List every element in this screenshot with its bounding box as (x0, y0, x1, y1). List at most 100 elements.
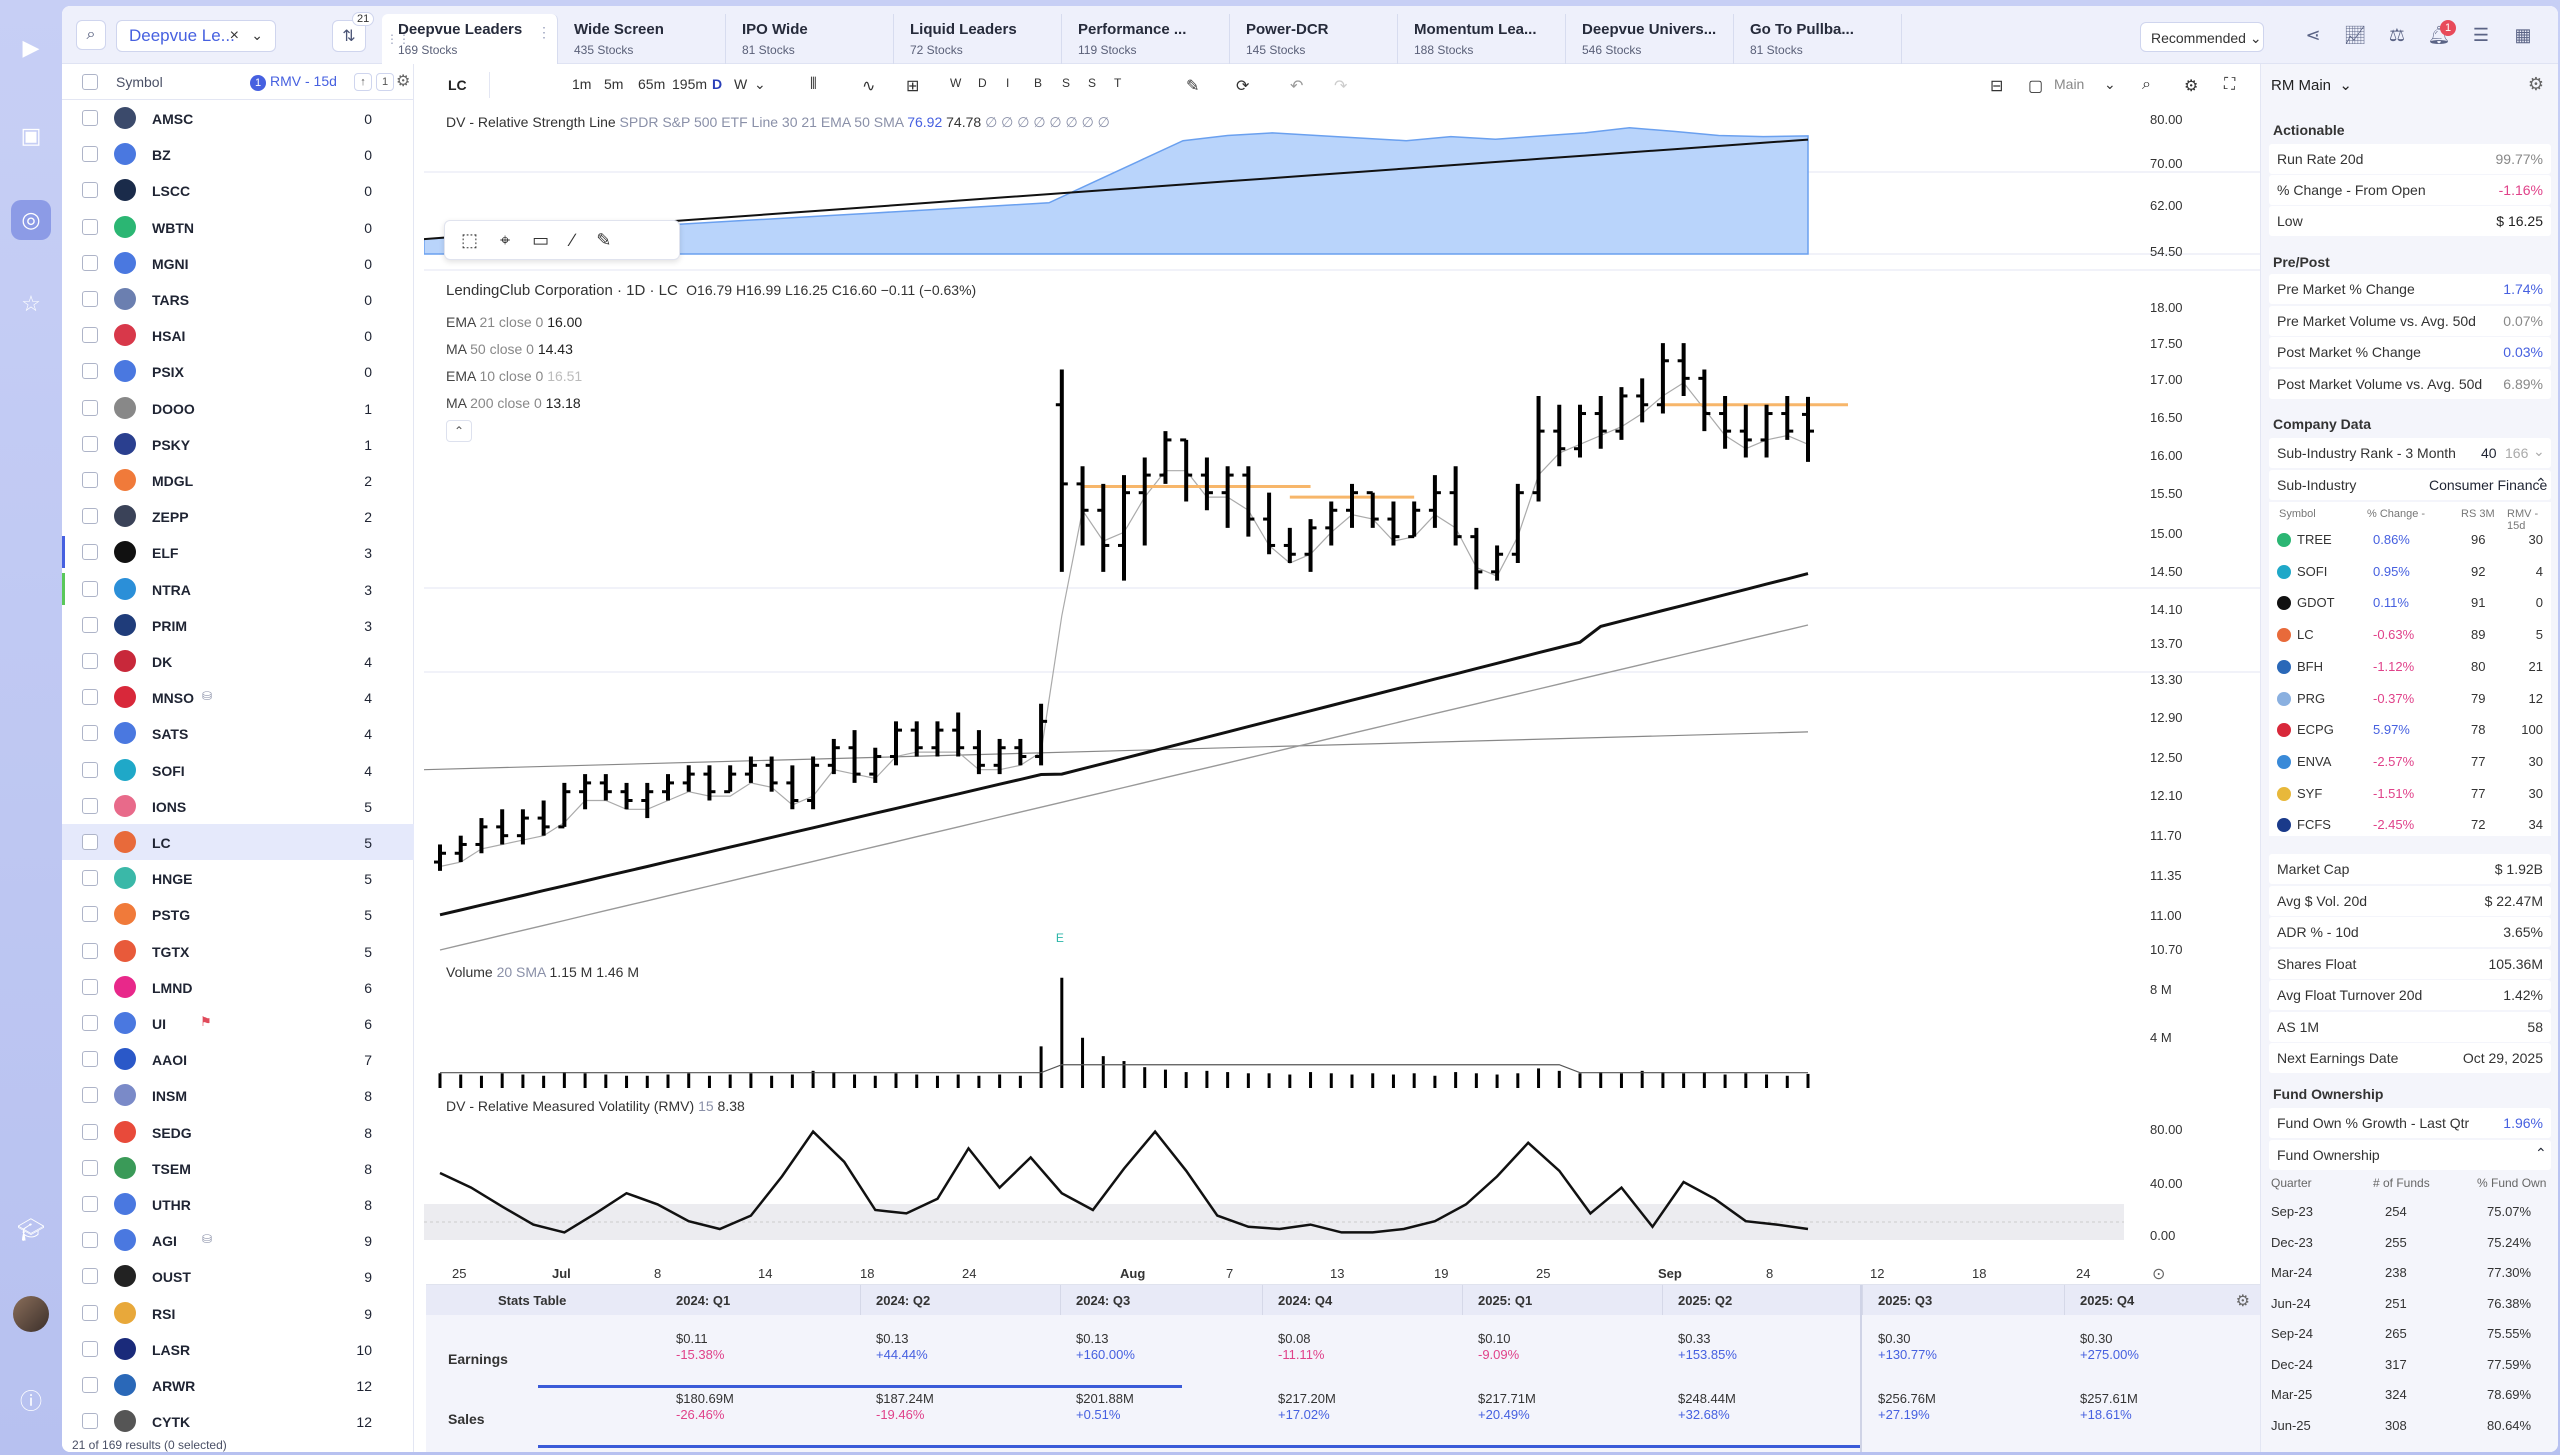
indicators-icon[interactable]: ∿ (862, 78, 876, 95)
row-checkbox[interactable] (82, 834, 98, 850)
row-checkbox[interactable] (82, 1268, 98, 1285)
row-checkbox[interactable] (82, 1051, 98, 1068)
templates-icon[interactable]: ⊞ (906, 78, 920, 95)
watchlist-row[interactable]: TSEM 8 (62, 1150, 414, 1186)
watchlist-row[interactable]: LC 5 (62, 824, 414, 860)
rectangle-tool-icon[interactable]: ⬚ (461, 229, 479, 250)
zoom-icon[interactable]: ⌕ (2142, 76, 2151, 93)
watchlist-row[interactable]: UTHR 8 (62, 1186, 414, 1222)
line-tool-icon[interactable]: ∕ (571, 229, 575, 250)
comment-tool-icon[interactable]: ▭ (532, 229, 550, 250)
scanner-icon[interactable]: ⚖ (2388, 24, 2406, 45)
row-checkbox[interactable] (82, 254, 98, 271)
sort-direction-button[interactable]: ↑ (354, 73, 372, 91)
row-checkbox[interactable] (82, 616, 98, 633)
row-checkbox[interactable] (82, 435, 98, 452)
reset-zoom-icon[interactable]: ⊙ (2152, 1266, 2166, 1283)
interval-button[interactable]: D (712, 76, 723, 92)
ma-legend-item[interactable]: MA 200 close 0 13.18 (446, 395, 581, 411)
share-icon[interactable]: ⋖ (2305, 24, 2321, 45)
flag-icon[interactable]: ⚑ (200, 1014, 212, 1029)
watchlist-row[interactable]: AMSC 0 (62, 100, 414, 136)
layout-name[interactable]: Main (2054, 76, 2085, 92)
chevron-down-icon[interactable]: ⌄ (2533, 443, 2545, 459)
row-checkbox[interactable] (82, 906, 98, 923)
collapse-legend-button[interactable]: ⌃ (446, 420, 472, 442)
watchlist-row[interactable]: MNSO ⛁ 4 (62, 679, 414, 715)
watchlist-row[interactable]: TGTX 5 (62, 933, 414, 969)
row-checkbox[interactable] (82, 182, 98, 199)
grid-icon[interactable]: ▦ (2514, 24, 2532, 45)
watchlist-tab[interactable]: Power-DCR 145 Stocks (1230, 14, 1398, 64)
row-checkbox[interactable] (82, 327, 98, 344)
row-checkbox[interactable] (82, 1087, 98, 1104)
row-checkbox[interactable] (82, 942, 98, 959)
watchlist-row[interactable]: RSI 9 (62, 1295, 414, 1331)
row-checkbox[interactable] (82, 653, 98, 669)
watchlist-row[interactable]: LASR 10 (62, 1331, 414, 1367)
watchlist-tab[interactable]: IPO Wide 81 Stocks (726, 14, 894, 64)
sub-symbol[interactable]: LC (2297, 627, 2314, 643)
ma-legend-item[interactable]: EMA 21 close 0 16.00 (446, 314, 582, 330)
ma-legend-item[interactable]: EMA 10 close 0 16.51 (446, 368, 582, 384)
row-checkbox[interactable] (82, 399, 98, 416)
row-checkbox[interactable] (82, 725, 98, 742)
row-checkbox[interactable] (82, 1159, 98, 1176)
watchlist-row[interactable]: ELF 3 (62, 534, 414, 570)
row-checkbox[interactable] (82, 291, 98, 307)
select-all-checkbox[interactable] (82, 74, 98, 90)
row-checkbox[interactable] (82, 761, 98, 778)
layout-chevron-icon[interactable]: ⌄ (2104, 76, 2116, 92)
watchlist-row[interactable]: OUST 9 (62, 1258, 414, 1294)
row-checkbox[interactable] (82, 1340, 98, 1357)
gear-icon[interactable]: ⚙ (2527, 74, 2544, 94)
panel-layout-select[interactable]: RM Main ⌄ (2271, 77, 2352, 94)
period-button[interactable]: I (1006, 76, 1010, 90)
period-button[interactable]: D (978, 76, 987, 90)
period-button[interactable]: W (950, 76, 962, 90)
star-icon[interactable]: ☆ (21, 291, 41, 316)
watchlist-row[interactable]: SATS 4 (62, 715, 414, 751)
sub-symbol[interactable]: SYF (2297, 785, 2323, 801)
watchlist-tab[interactable]: Deepvue Univers... 546 Stocks (1566, 14, 1734, 64)
ma-legend-item[interactable]: MA 50 close 0 14.43 (446, 341, 573, 357)
watchlist-row[interactable]: UI ⚑ 6 (62, 1005, 414, 1041)
layout-icon[interactable]: ▣ (20, 123, 42, 148)
fund-ownership-row[interactable]: Fund Ownership ⌃ (2269, 1140, 2551, 1170)
fib-tool-icon[interactable]: ⌖ (500, 229, 511, 250)
layout-grid-icon[interactable]: ⊟ (1990, 78, 2004, 95)
row-checkbox[interactable] (82, 978, 98, 995)
sort-select[interactable]: Recommended ⌄ (2140, 22, 2264, 52)
watchlist-row[interactable]: NTRA 3 (62, 571, 414, 607)
row-checkbox[interactable] (82, 1377, 98, 1393)
chart-symbol-input[interactable]: LC (440, 72, 490, 98)
period-button[interactable]: T (1114, 76, 1122, 90)
watchlist-row[interactable]: ZEPP 2 (62, 498, 414, 534)
watchlist-row[interactable]: DOOO 1 (62, 390, 414, 426)
watchlist-tab[interactable]: Liquid Leaders 72 Stocks (894, 14, 1062, 64)
redo-icon[interactable]: ↷ (1334, 78, 1348, 95)
watchlist-tab[interactable]: Wide Screen 435 Stocks (558, 14, 726, 64)
watchlist-row[interactable]: PSIX 0 (62, 353, 414, 389)
watchlist-row[interactable]: CYTK 12 (62, 1403, 414, 1439)
bar-style-icon[interactable]: ⫴ (810, 76, 817, 93)
watchlist-tab[interactable]: Performance ... 119 Stocks (1062, 14, 1230, 64)
row-checkbox[interactable] (82, 508, 98, 525)
fullscreen-icon[interactable]: ⛶ (2224, 76, 2236, 93)
watchlist-row[interactable]: MDGL 2 (62, 462, 414, 498)
interval-button[interactable]: W (734, 76, 748, 92)
row-checkbox[interactable] (82, 363, 98, 380)
folder-icon[interactable]: ▢ (2028, 78, 2044, 95)
sub-symbol[interactable]: PRG (2297, 690, 2326, 706)
row-checkbox[interactable] (82, 1015, 98, 1031)
page-marker[interactable]: 1 (376, 73, 394, 91)
sub-symbol[interactable]: ENVA (2297, 753, 2332, 769)
row-checkbox[interactable] (82, 218, 98, 235)
watchlist-row[interactable]: PSTG 5 (62, 896, 414, 932)
watchlist-row[interactable]: ARWR 12 (62, 1367, 414, 1403)
watchlist-tab[interactable]: ⋮⋮ Deepvue Leaders 169 Stocks ⋮ (382, 14, 558, 64)
row-checkbox[interactable] (82, 1232, 98, 1249)
help-icon[interactable]: ⓘ (19, 1389, 42, 1414)
watchlist-row[interactable]: PRIM 3 (62, 607, 414, 643)
pencil-icon[interactable]: ✎ (1186, 78, 1200, 95)
